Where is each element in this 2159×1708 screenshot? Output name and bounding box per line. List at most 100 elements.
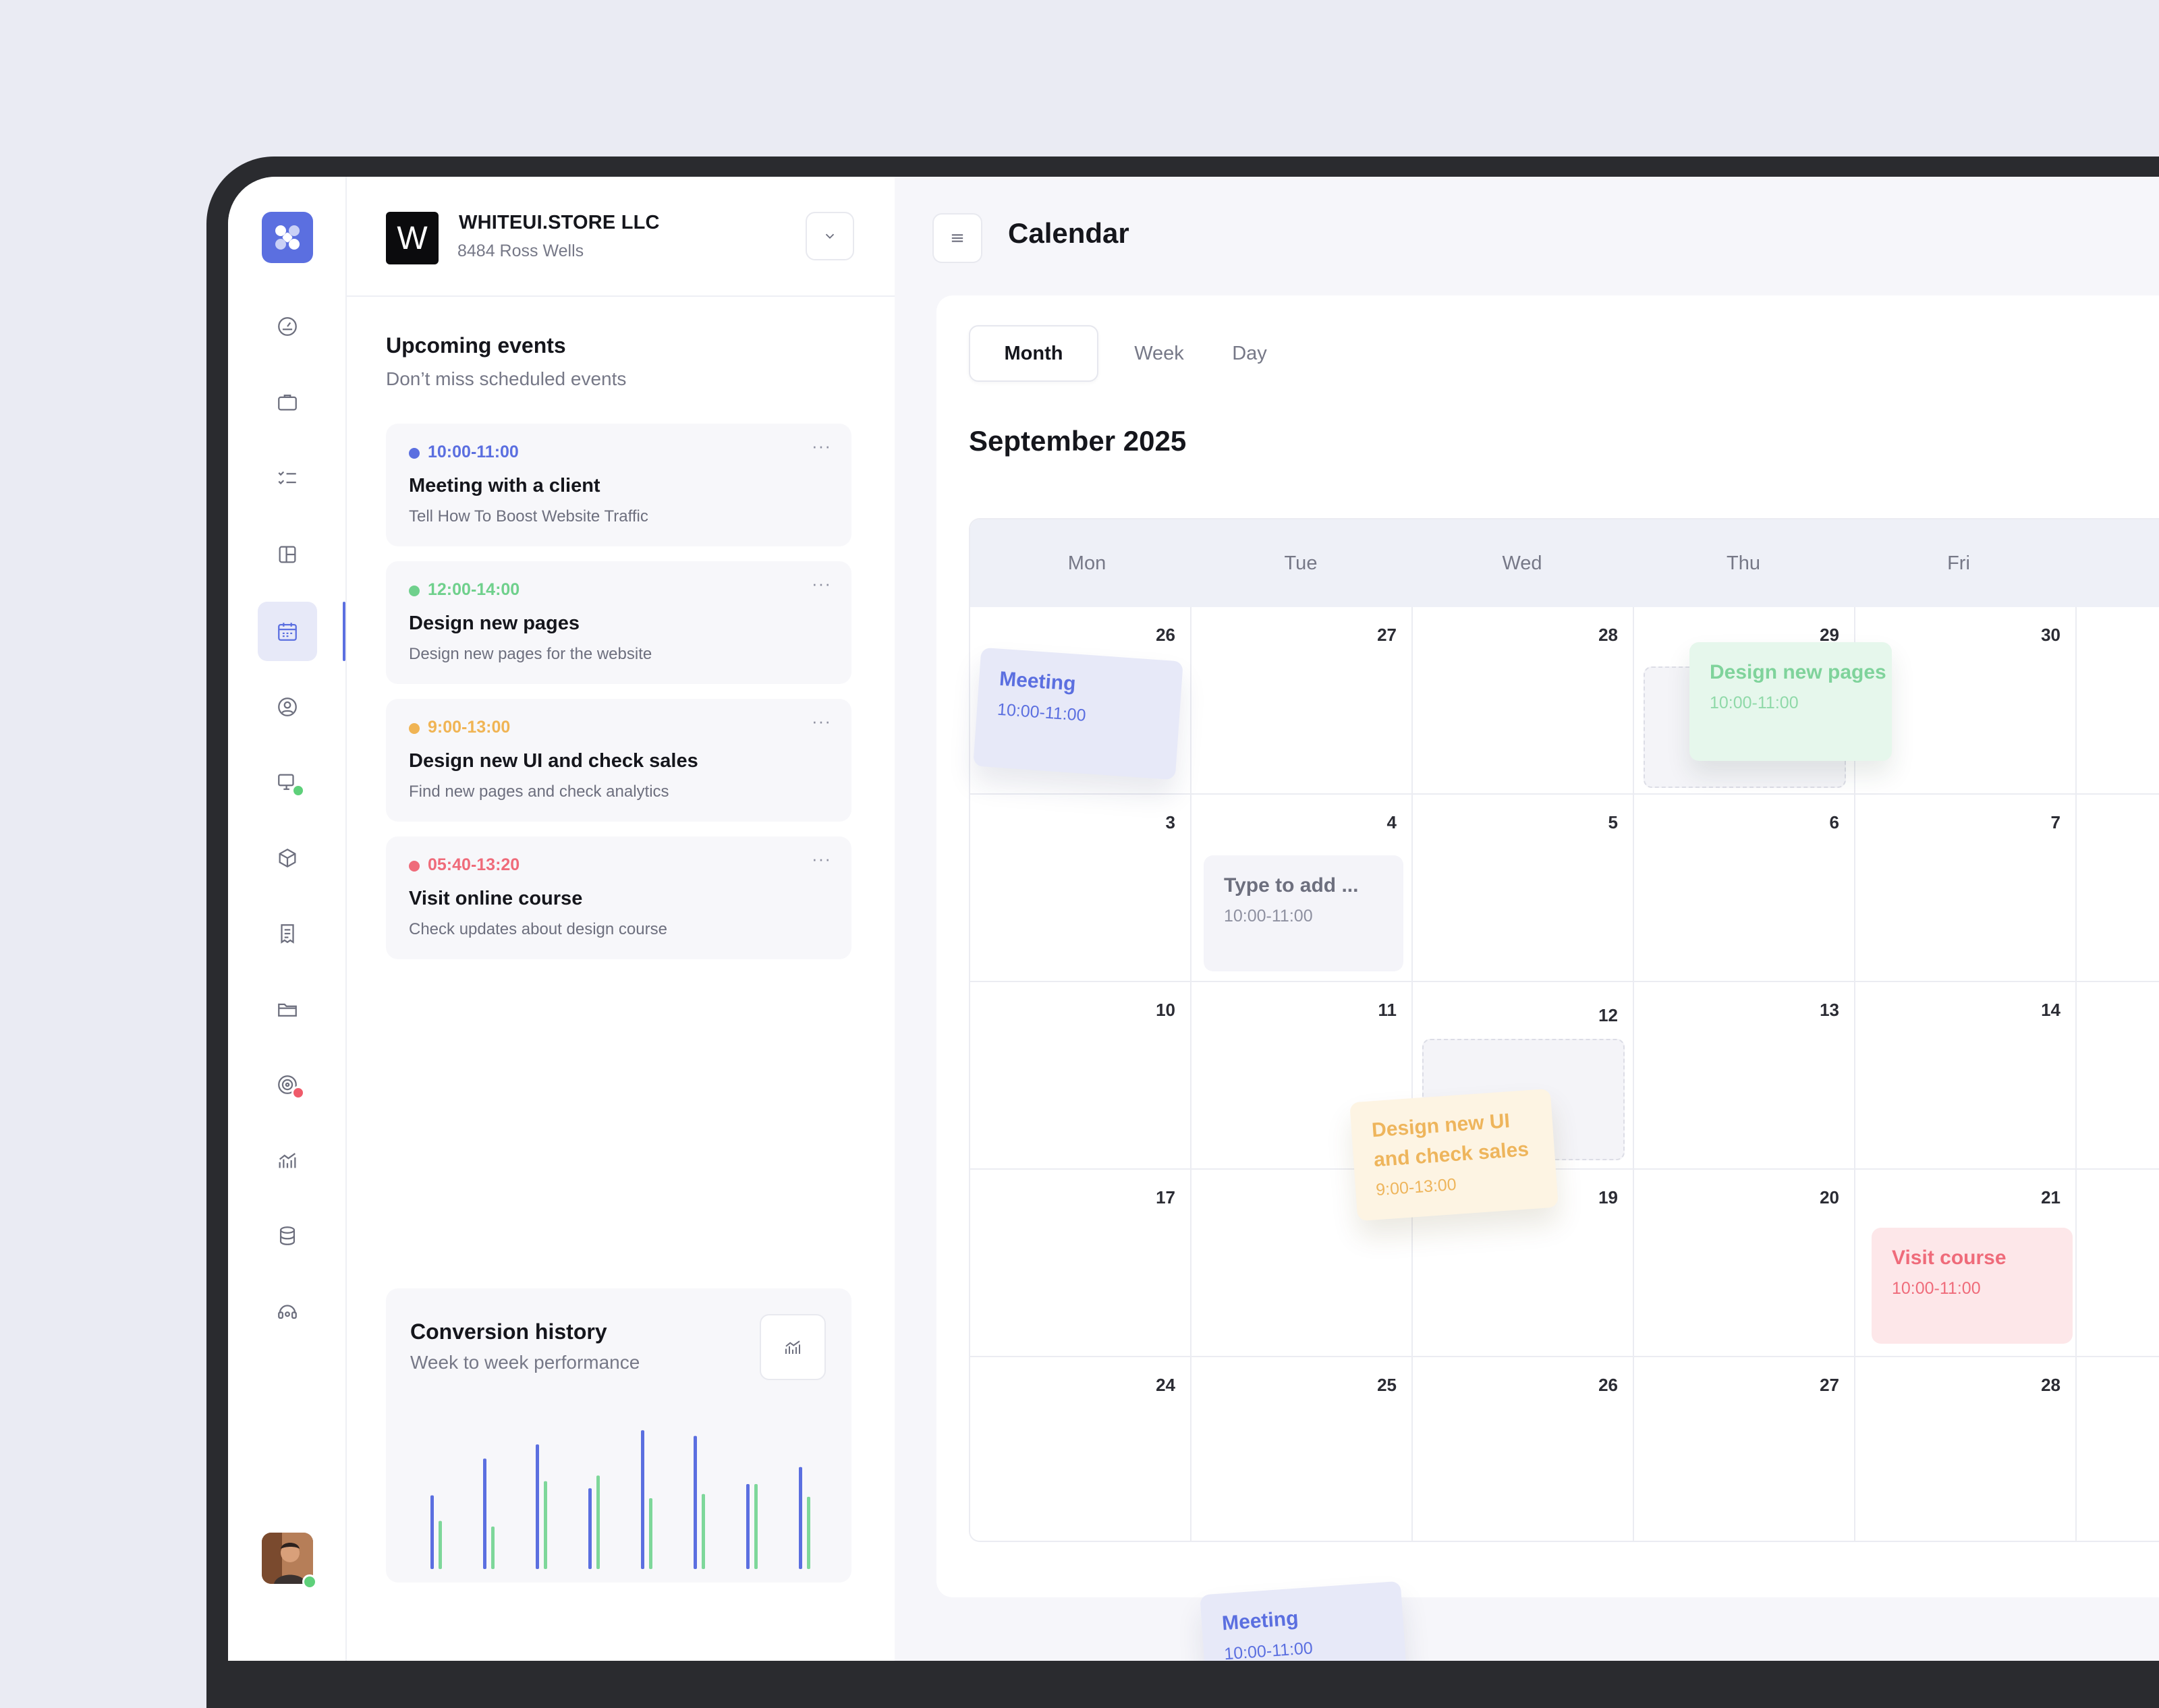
day-cell[interactable]: 13 [1634, 982, 1855, 1170]
chart-bar [746, 1484, 750, 1569]
tab-day[interactable]: Day [1232, 343, 1267, 364]
day-cell[interactable]: 26 [1413, 1357, 1634, 1541]
analytics-icon[interactable] [258, 1131, 317, 1190]
event-time: 10:00-11:00 [428, 443, 519, 461]
event-description: Tell How To Boost Website Traffic [409, 507, 648, 525]
event-time: 10:00-11:00 [997, 700, 1087, 725]
calendar-event[interactable]: Design new pages 10:00-11:00 [1689, 642, 1892, 761]
event-card[interactable]: 9:00-13:00 ··· Design new UI and check s… [386, 699, 851, 822]
more-options-button[interactable]: ··· [812, 849, 831, 869]
more-options-button[interactable]: ··· [812, 436, 831, 456]
day-cell[interactable]: 10 [970, 982, 1191, 1170]
event-color-dot [409, 448, 420, 459]
day-cell[interactable]: 27 [1191, 607, 1413, 795]
event-card[interactable]: 05:40-13:20 ··· Visit online course Chec… [386, 836, 851, 959]
day-number: 21 [2041, 1187, 2060, 1207]
day-number: 6 [1829, 812, 1839, 832]
day-cell[interactable]: 17 [970, 1170, 1191, 1357]
event-title: Meeting [999, 667, 1077, 695]
day-number: 5 [1608, 812, 1618, 832]
upcoming-subtitle: Don’t miss scheduled events [386, 368, 627, 389]
company-dropdown-button[interactable] [806, 212, 854, 260]
calendar-card: Month Week Day September 2025 Mon Tue We… [936, 295, 2159, 1661]
day-cell[interactable]: 14 [1855, 982, 2077, 1170]
day-cell[interactable]: 5 [1413, 795, 1634, 982]
event-time: 12:00-14:00 [428, 580, 520, 599]
briefcase-icon[interactable] [258, 372, 317, 432]
event-title-input[interactable]: Type to add ... [1224, 874, 1359, 896]
event-time: 10:00-11:00 [1224, 907, 1313, 926]
checklist-icon[interactable] [258, 448, 317, 507]
day-cell[interactable]: 20 [1634, 1170, 1855, 1357]
chart-options-button[interactable] [760, 1314, 826, 1380]
event-color-dot [409, 586, 420, 596]
conversion-history-card: Conversion history Week to week performa… [386, 1288, 851, 1583]
conversion-title: Conversion history [410, 1319, 607, 1344]
tab-week[interactable]: Week [1134, 343, 1184, 364]
calendar-event[interactable]: Meeting 10:00-11:00 [973, 647, 1183, 780]
user-circle-icon[interactable] [258, 677, 317, 737]
day-cell[interactable] [2077, 607, 2159, 795]
day-number: 14 [2041, 1000, 2060, 1020]
chart-bar [596, 1475, 600, 1569]
day-cell[interactable]: 3 [970, 795, 1191, 982]
user-avatar[interactable] [262, 1533, 313, 1584]
day-cell[interactable] [2077, 1357, 2159, 1541]
calendar-icon[interactable] [258, 602, 317, 661]
chevron-down-icon [825, 233, 835, 239]
conversion-subtitle: Week to week performance [410, 1352, 640, 1373]
event-color-dot [409, 723, 420, 734]
event-card[interactable]: 12:00-14:00 ··· Design new pages Design … [386, 561, 851, 684]
company-address: 8484 Ross Wells [457, 241, 584, 260]
day-cell[interactable]: 6 [1634, 795, 1855, 982]
day-cell[interactable]: 28 [1413, 607, 1634, 795]
tab-month[interactable]: Month [969, 325, 1098, 382]
conversion-bar-chart [430, 1430, 810, 1569]
day-cell[interactable]: 7 [1855, 795, 2077, 982]
day-cell[interactable]: 27 [1634, 1357, 1855, 1541]
day-cell[interactable] [2077, 982, 2159, 1170]
company-name: WHITEUI.STORE LLC [459, 212, 660, 233]
app-logo[interactable] [262, 212, 313, 263]
company-switcher: W WHITEUI.STORE LLC 8484 Ross Wells [347, 177, 895, 297]
chart-bar [544, 1481, 547, 1569]
day-number: 17 [1156, 1187, 1175, 1207]
chart-bar [694, 1435, 697, 1569]
calendar-event[interactable]: Visit course 10:00-11:00 [1872, 1228, 2073, 1344]
event-title: Design new pages [1710, 661, 1886, 683]
event-card[interactable]: 10:00-11:00 ··· Meeting with a client Te… [386, 424, 851, 546]
event-title: Visit course [1892, 1247, 2007, 1269]
support-icon[interactable] [258, 1282, 317, 1341]
receipt-icon[interactable] [258, 904, 317, 963]
weekday-label: Thu [1727, 552, 1760, 574]
day-cell[interactable] [2077, 1170, 2159, 1357]
more-options-button[interactable]: ··· [812, 711, 831, 731]
chart-bar [430, 1495, 434, 1569]
dashboard-icon[interactable] [258, 297, 317, 356]
more-options-button[interactable]: ··· [812, 573, 831, 594]
calendar-event[interactable]: Meeting 10:00-11:00 [1200, 1581, 1409, 1661]
box-icon[interactable] [258, 828, 317, 888]
chart-bar [641, 1430, 644, 1569]
day-cell[interactable]: 30 [1855, 607, 2077, 795]
day-number: 27 [1377, 625, 1397, 645]
monitor-icon[interactable] [258, 753, 317, 812]
day-cell[interactable]: 24 [970, 1357, 1191, 1541]
calendar-event-draft[interactable]: Type to add ... 10:00-11:00 [1204, 855, 1403, 971]
day-cell[interactable] [2077, 795, 2159, 982]
menu-toggle-button[interactable] [932, 213, 982, 263]
weekday-label: Fri [1947, 552, 1970, 574]
folder-icon[interactable] [258, 979, 317, 1039]
analytics-icon [785, 1340, 800, 1354]
chart-bar [799, 1467, 802, 1569]
status-dot-red [291, 1086, 305, 1100]
database-icon[interactable] [258, 1206, 317, 1265]
weekday-label: Tue [1284, 552, 1318, 574]
event-time: 9:00-13:00 [1375, 1174, 1457, 1200]
calendar-event[interactable]: Design new UI and check sales 9:00-13:00 [1349, 1088, 1559, 1222]
day-cell[interactable]: 25 [1191, 1357, 1413, 1541]
target-icon[interactable] [258, 1055, 317, 1114]
hamburger-icon [951, 234, 963, 242]
day-cell[interactable]: 28 [1855, 1357, 2077, 1541]
layout-icon[interactable] [258, 525, 317, 584]
